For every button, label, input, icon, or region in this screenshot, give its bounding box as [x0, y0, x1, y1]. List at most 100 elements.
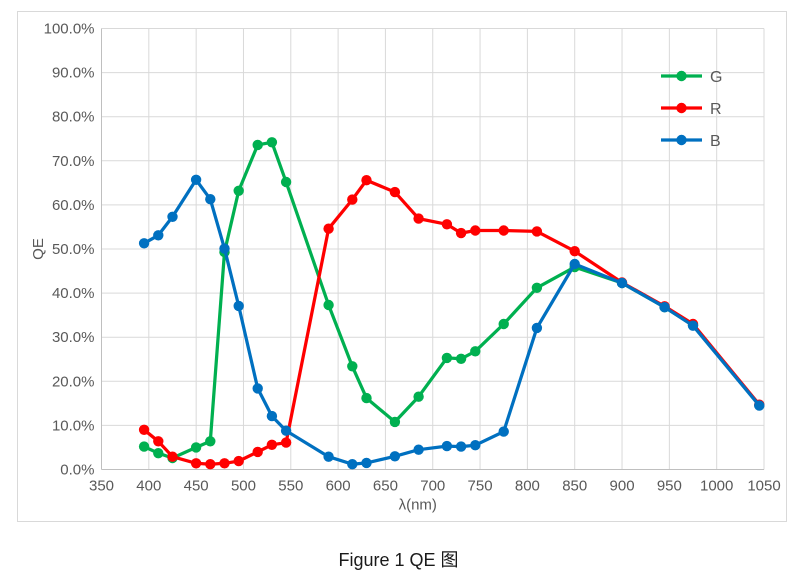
y-tick-label: 90.0% — [52, 65, 95, 82]
data-point-R — [252, 446, 263, 458]
data-point-G — [153, 448, 164, 459]
data-point-G — [455, 353, 467, 364]
y-tick-label: 20.0% — [52, 373, 95, 390]
qe-chart: 350 400 450 500 550 600 650 700 750 800 850 900 950 1… — [30, 21, 781, 514]
y-tick-label: 40.0% — [52, 285, 95, 302]
data-point-R — [441, 219, 453, 230]
legend-label-B: B — [710, 133, 721, 150]
x-tick-label: 800 — [515, 478, 540, 495]
x-tick-label: 500 — [231, 478, 256, 495]
data-point-R — [167, 451, 178, 462]
legend-label-G: G — [710, 69, 722, 86]
data-point-B — [754, 400, 765, 411]
data-point-B — [219, 243, 230, 254]
legend-marker-G — [676, 70, 687, 82]
x-tick-label: 600 — [326, 478, 351, 495]
data-point-G — [441, 352, 453, 364]
y-tick-label: 10.0% — [52, 417, 95, 434]
data-point-R — [531, 226, 543, 237]
data-point-R — [219, 458, 230, 469]
data-point-R — [498, 225, 509, 236]
data-point-R — [455, 227, 467, 239]
data-point-B — [190, 174, 202, 185]
data-point-B — [347, 459, 358, 470]
data-point-G — [266, 137, 278, 148]
data-point-B — [280, 425, 292, 436]
data-point-R — [153, 436, 164, 447]
x-tick-label: 400 — [136, 478, 161, 495]
legend-marker-B — [676, 134, 687, 146]
data-point-B — [441, 440, 453, 452]
series-G — [138, 137, 765, 464]
data-point-R — [323, 223, 334, 234]
data-point-B — [616, 277, 628, 289]
data-point-B — [266, 410, 278, 422]
data-point-B — [233, 300, 244, 312]
data-point-R — [190, 458, 202, 469]
x-tick-label: 1050 — [747, 478, 780, 495]
y-axis-title: QE — [30, 238, 47, 260]
data-point-B — [569, 258, 580, 270]
series-B — [138, 174, 765, 470]
x-tick-label: 1000 — [700, 478, 733, 495]
y-tick-label: 80.0% — [52, 109, 95, 126]
x-tick-label: 950 — [657, 478, 682, 495]
x-tick-label: 450 — [184, 478, 209, 495]
chart-legend: GRB — [661, 69, 722, 150]
data-point-R — [569, 246, 580, 257]
y-tick-label: 30.0% — [52, 329, 95, 346]
x-tick-label: 350 — [89, 478, 114, 495]
data-point-B — [413, 444, 424, 455]
x-tick-label: 550 — [278, 478, 303, 495]
data-point-B — [205, 194, 216, 205]
legend-item-R[interactable]: R — [661, 101, 722, 118]
x-axis-title: λ(nm) — [399, 497, 437, 514]
data-point-R — [413, 213, 424, 224]
data-point-G — [498, 318, 509, 330]
legend-item-G[interactable]: G — [661, 69, 722, 86]
data-point-R — [266, 439, 278, 450]
data-point-B — [361, 457, 372, 469]
data-point-R — [280, 437, 292, 448]
data-point-R — [138, 424, 150, 435]
x-tick-label: 750 — [468, 478, 493, 495]
data-point-B — [659, 302, 670, 313]
y-tick-label: 70.0% — [52, 153, 95, 170]
data-point-G — [252, 139, 263, 151]
data-point-B — [323, 451, 334, 462]
figure-caption: Figure 1 QE 图 — [338, 550, 459, 570]
x-tick-label: 650 — [373, 478, 398, 495]
data-point-G — [347, 361, 358, 372]
legend-marker-R — [676, 102, 687, 114]
x-tick-label: 900 — [610, 478, 635, 495]
tick-labels: 350 400 450 500 550 600 650 700 750 800 850 900 950 1… — [44, 21, 781, 495]
data-point-G — [389, 416, 401, 428]
data-point-R — [389, 186, 401, 198]
x-tick-label: 850 — [562, 478, 587, 495]
y-tick-label: 50.0% — [52, 241, 95, 258]
data-point-B — [138, 238, 150, 249]
data-point-G — [138, 441, 150, 452]
data-point-B — [470, 440, 481, 451]
data-point-G — [280, 176, 292, 188]
data-point-R — [470, 225, 481, 236]
data-point-G — [531, 282, 543, 293]
chart-area: 350 400 450 500 550 600 650 700 750 800 850 900 950 1… — [17, 11, 787, 522]
data-point-G — [361, 392, 372, 404]
data-point-G — [323, 299, 334, 311]
data-point-B — [498, 426, 509, 437]
data-point-B — [252, 383, 263, 394]
legend-item-B[interactable]: B — [661, 133, 721, 150]
data-point-G — [413, 391, 424, 402]
gridlines — [101, 28, 765, 470]
y-tick-label: 100.0% — [44, 21, 95, 38]
data-point-B — [531, 322, 543, 334]
y-tick-label: 60.0% — [52, 197, 95, 214]
data-point-B — [687, 320, 699, 331]
x-tick-label: 700 — [420, 478, 445, 495]
data-point-B — [455, 441, 467, 452]
data-point-R — [361, 175, 372, 186]
y-tick-label: 0.0% — [60, 462, 94, 479]
data-point-B — [389, 451, 401, 462]
data-point-R — [205, 459, 216, 470]
